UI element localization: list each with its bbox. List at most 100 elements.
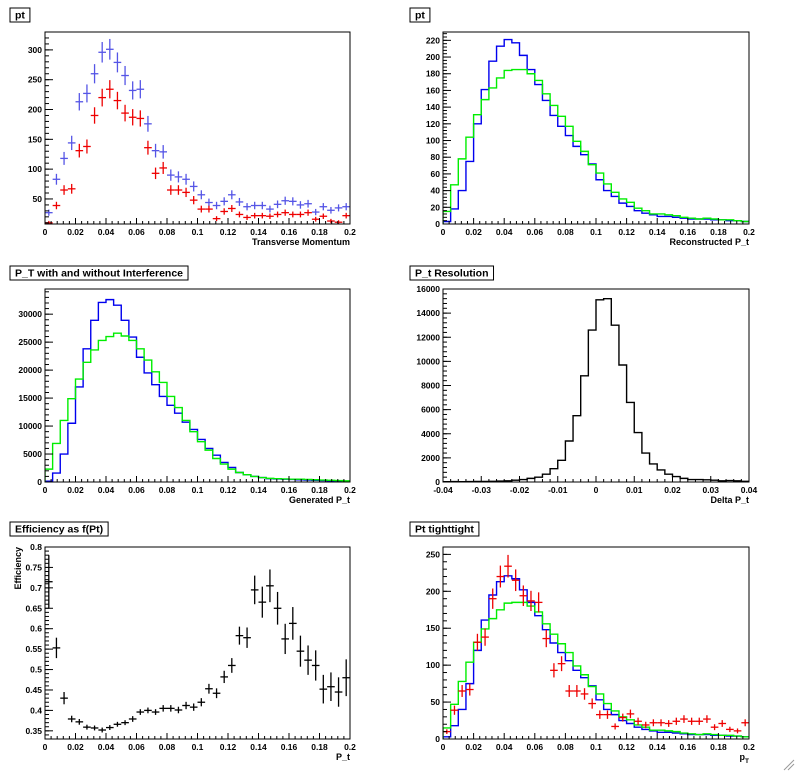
x-tick-label: 0.2: [344, 485, 356, 495]
y-tick-label: 50: [431, 697, 441, 707]
data-point-efficiency: [250, 575, 259, 605]
data-point-red: [603, 710, 612, 719]
y-tick-label: 250: [426, 549, 440, 559]
y-tick-label: 80: [431, 152, 441, 162]
data-point-red: [573, 685, 581, 697]
data-point-red: [243, 214, 251, 221]
x-tick-label: 0.08: [557, 227, 574, 237]
data-point-red: [128, 109, 137, 126]
plot-title-box: [409, 265, 495, 281]
data-point-efficiency: [304, 645, 312, 675]
data-point-red: [534, 592, 543, 613]
plot-frame: [442, 546, 750, 740]
data-point-efficiency: [67, 715, 76, 723]
data-point-red: [733, 728, 742, 734]
y-tick-label: 0.4: [30, 705, 42, 715]
data-point-blue: [250, 201, 259, 210]
x-tick-label: 0.16: [680, 742, 697, 752]
data-point-red: [703, 715, 711, 723]
x-tick-label: 0.18: [311, 742, 328, 752]
data-point-red: [726, 726, 734, 733]
series-group: [45, 38, 350, 224]
data-point-blue: [243, 203, 251, 211]
x-tick-label: 0.2: [344, 227, 356, 237]
x-tick-label: 0.12: [618, 227, 635, 237]
data-point-red: [205, 205, 213, 213]
y-tick-label: 0.75: [25, 562, 42, 572]
data-point-blue: [189, 181, 198, 192]
x-tick-label: 0.1: [192, 227, 204, 237]
data-point-red: [588, 698, 596, 709]
data-point-efficiency: [182, 701, 190, 710]
data-point-red: [710, 724, 719, 731]
x-axis-label: P_t: [336, 752, 350, 762]
plot-pad-4: P_t Resolution -0.04 -0.03 -0.02 -0.01 0 0.01 0…: [409, 265, 758, 505]
x-tick-label: 0.08: [159, 227, 176, 237]
data-point-efficiency: [106, 725, 114, 731]
data-point-red: [182, 187, 190, 198]
data-point-efficiency: [128, 716, 137, 722]
data-point-efficiency: [296, 635, 305, 667]
x-tick-label: 0.2: [743, 227, 755, 237]
x-tick-label: 0.12: [618, 742, 635, 752]
data-point-red: [519, 585, 528, 607]
data-point-efficiency: [167, 705, 175, 712]
x-tick-label: 0: [43, 485, 48, 495]
x-tick-label: 0.02: [465, 227, 482, 237]
data-point-blue: [90, 64, 99, 84]
data-point-efficiency: [281, 623, 289, 655]
data-point-red: [649, 719, 658, 727]
data-point-red: [289, 211, 297, 218]
plot-pad-5: Efficiency as f(Pt) 0 0.02 0.04 0.06 0.08 0.1 0…: [9, 521, 356, 762]
y-tick-label: 6000: [421, 405, 440, 415]
data-point-blue: [83, 84, 91, 103]
data-point-efficiency: [90, 725, 99, 731]
y-axis-label: Efficiency: [13, 547, 23, 590]
data-point-blue: [151, 143, 160, 158]
plot-title-box: [9, 521, 109, 537]
y-tick-label: 12000: [416, 332, 440, 342]
data-point-red: [273, 211, 282, 218]
x-tick-label: 0.1: [192, 742, 204, 752]
y-tick-label: 10000: [18, 421, 42, 431]
x-axis-label-subscript: T: [745, 758, 749, 765]
x-tick-label: 0.04: [98, 227, 115, 237]
data-point-efficiency: [327, 672, 335, 702]
plot-title-box: [409, 521, 480, 537]
data-point-red: [235, 211, 244, 218]
data-point-efficiency: [311, 650, 320, 681]
data-point-red: [465, 683, 474, 696]
data-point-efficiency: [342, 659, 350, 697]
data-point-blue: [273, 200, 282, 209]
x-axis-label: Generated P_t: [289, 495, 350, 505]
y-tick-label: 150: [28, 134, 42, 144]
data-point-blue: [52, 173, 61, 185]
resize-grip-icon[interactable]: [783, 759, 795, 771]
data-point-red: [212, 216, 221, 222]
y-tick-label: 2000: [421, 453, 440, 463]
histogram-green: [443, 601, 749, 739]
data-point-red: [511, 569, 520, 592]
y-tick-label: 200: [426, 586, 440, 596]
x-axis-label: Reconstructed P_t: [669, 237, 749, 247]
x-tick-label: 0.16: [281, 227, 298, 237]
y-tick-label: 300: [28, 45, 42, 55]
plot-title-box: [409, 7, 431, 23]
y-tick-label: 20: [431, 202, 441, 212]
data-point-blue: [258, 201, 267, 210]
y-tick-label: 0.65: [25, 603, 42, 613]
data-point-red: [550, 663, 558, 678]
data-point-red: [565, 685, 574, 697]
x-tick-label: 0.14: [250, 227, 267, 237]
histogram-resolution: [443, 297, 749, 482]
plot-title-box: [9, 265, 189, 281]
histogram-blue: [45, 298, 350, 482]
series-group: [45, 555, 350, 733]
data-point-efficiency: [319, 674, 328, 704]
data-point-efficiency: [98, 727, 106, 733]
data-point-red: [220, 208, 228, 215]
data-point-red: [266, 213, 274, 219]
x-tick-label: 0: [594, 485, 599, 495]
data-point-red: [258, 212, 267, 219]
data-point-blue: [304, 199, 312, 208]
